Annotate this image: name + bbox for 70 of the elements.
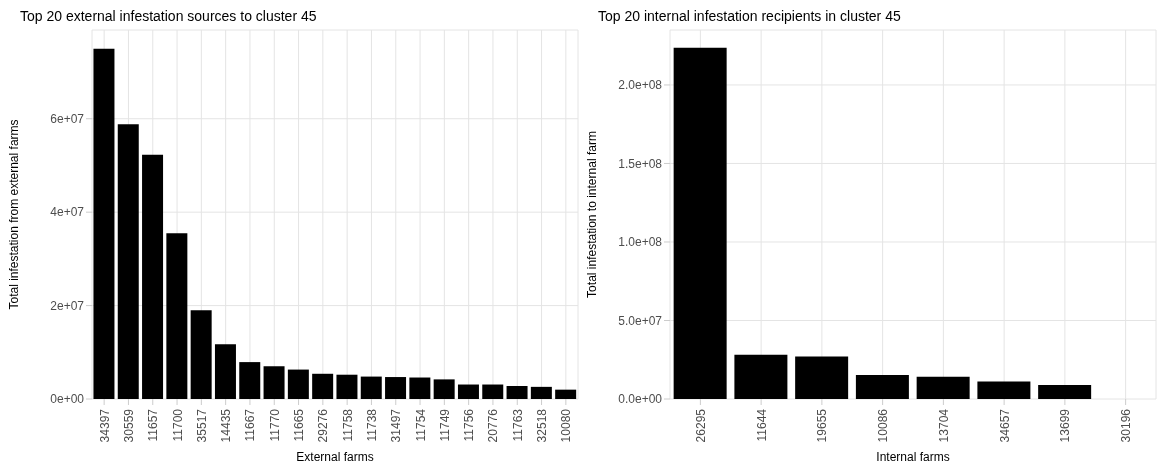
bar [93,48,115,399]
x-tick-label: 11770 [267,408,282,442]
bar [214,344,236,399]
bar [385,377,407,399]
y-tick-label: 4e+07 [50,205,85,220]
bar [239,362,261,399]
bar [263,366,285,399]
x-tick-label: 11738 [364,408,379,442]
x-tick-label: 32518 [535,408,550,443]
x-tick-label: 11763 [510,408,525,442]
x-tick-label: 30559 [121,408,136,443]
x-tick-label: 11665 [292,408,307,442]
y-tick-label: 0e+00 [50,392,85,407]
bar [360,376,382,399]
y-tick-label: 2.0e+08 [618,78,663,93]
x-tick-label: 11657 [146,408,161,442]
x-tick-label: 13704 [936,408,951,443]
x-tick-label: 11700 [170,408,185,442]
x-tick-label: 19655 [815,408,830,443]
x-tick-label: 10086 [876,408,891,443]
bar [166,233,188,399]
bar [855,374,909,399]
x-axis-title: External farms [296,450,374,464]
bar [1038,385,1092,399]
bar [555,389,577,399]
chart-title: Top 20 internal infestation recipients in cluster 45 [598,8,901,24]
bar [457,384,479,399]
chart-title: Top 20 external infestation sources to cluster 45 [20,8,317,24]
y-tick-label: 0.0e+00 [618,392,663,407]
y-tick-label: 6e+07 [50,112,85,127]
x-tick-label: 34657 [997,408,1012,443]
bar [336,374,358,399]
bar [287,369,309,399]
bar [916,376,970,399]
bar [530,386,552,399]
bar [117,124,139,399]
x-tick-label: 20776 [486,408,501,443]
x-tick-label: 11758 [340,408,355,442]
bar [506,385,528,399]
bar [977,381,1031,399]
bar [795,356,849,399]
y-tick-label: 1.0e+08 [618,235,663,250]
x-tick-label: 14435 [219,408,234,443]
x-tick-label: 29276 [316,408,331,443]
x-tick-label: 26295 [693,408,708,443]
x-tick-label: 34397 [97,408,112,443]
x-tick-label: 35517 [194,408,209,443]
bar [433,379,455,399]
x-axis-title: Internal farms [876,450,950,464]
x-tick-label: 13699 [1058,408,1073,443]
x-tick-label: 11756 [462,408,477,442]
y-tick-label: 5.0e+07 [618,313,663,328]
x-tick-label: 11644 [754,408,769,442]
x-tick-label: 30196 [1119,408,1134,443]
bar [142,154,164,399]
bar [482,384,504,399]
y-axis-title: Total infestation from external farms [7,119,22,310]
y-tick-label: 1.5e+08 [618,156,663,171]
y-axis-title: Total infestation to internal farm [585,131,600,298]
bar [190,310,212,399]
x-tick-label: 11667 [243,408,258,442]
bar [312,373,334,399]
x-tick-label: 31497 [389,408,404,443]
bar [734,354,788,399]
x-tick-label: 10080 [559,408,574,443]
bar [409,377,431,399]
y-tick-label: 2e+07 [50,298,85,313]
bar [673,47,727,399]
x-tick-label: 11749 [437,408,452,442]
x-tick-label: 11754 [413,408,428,442]
